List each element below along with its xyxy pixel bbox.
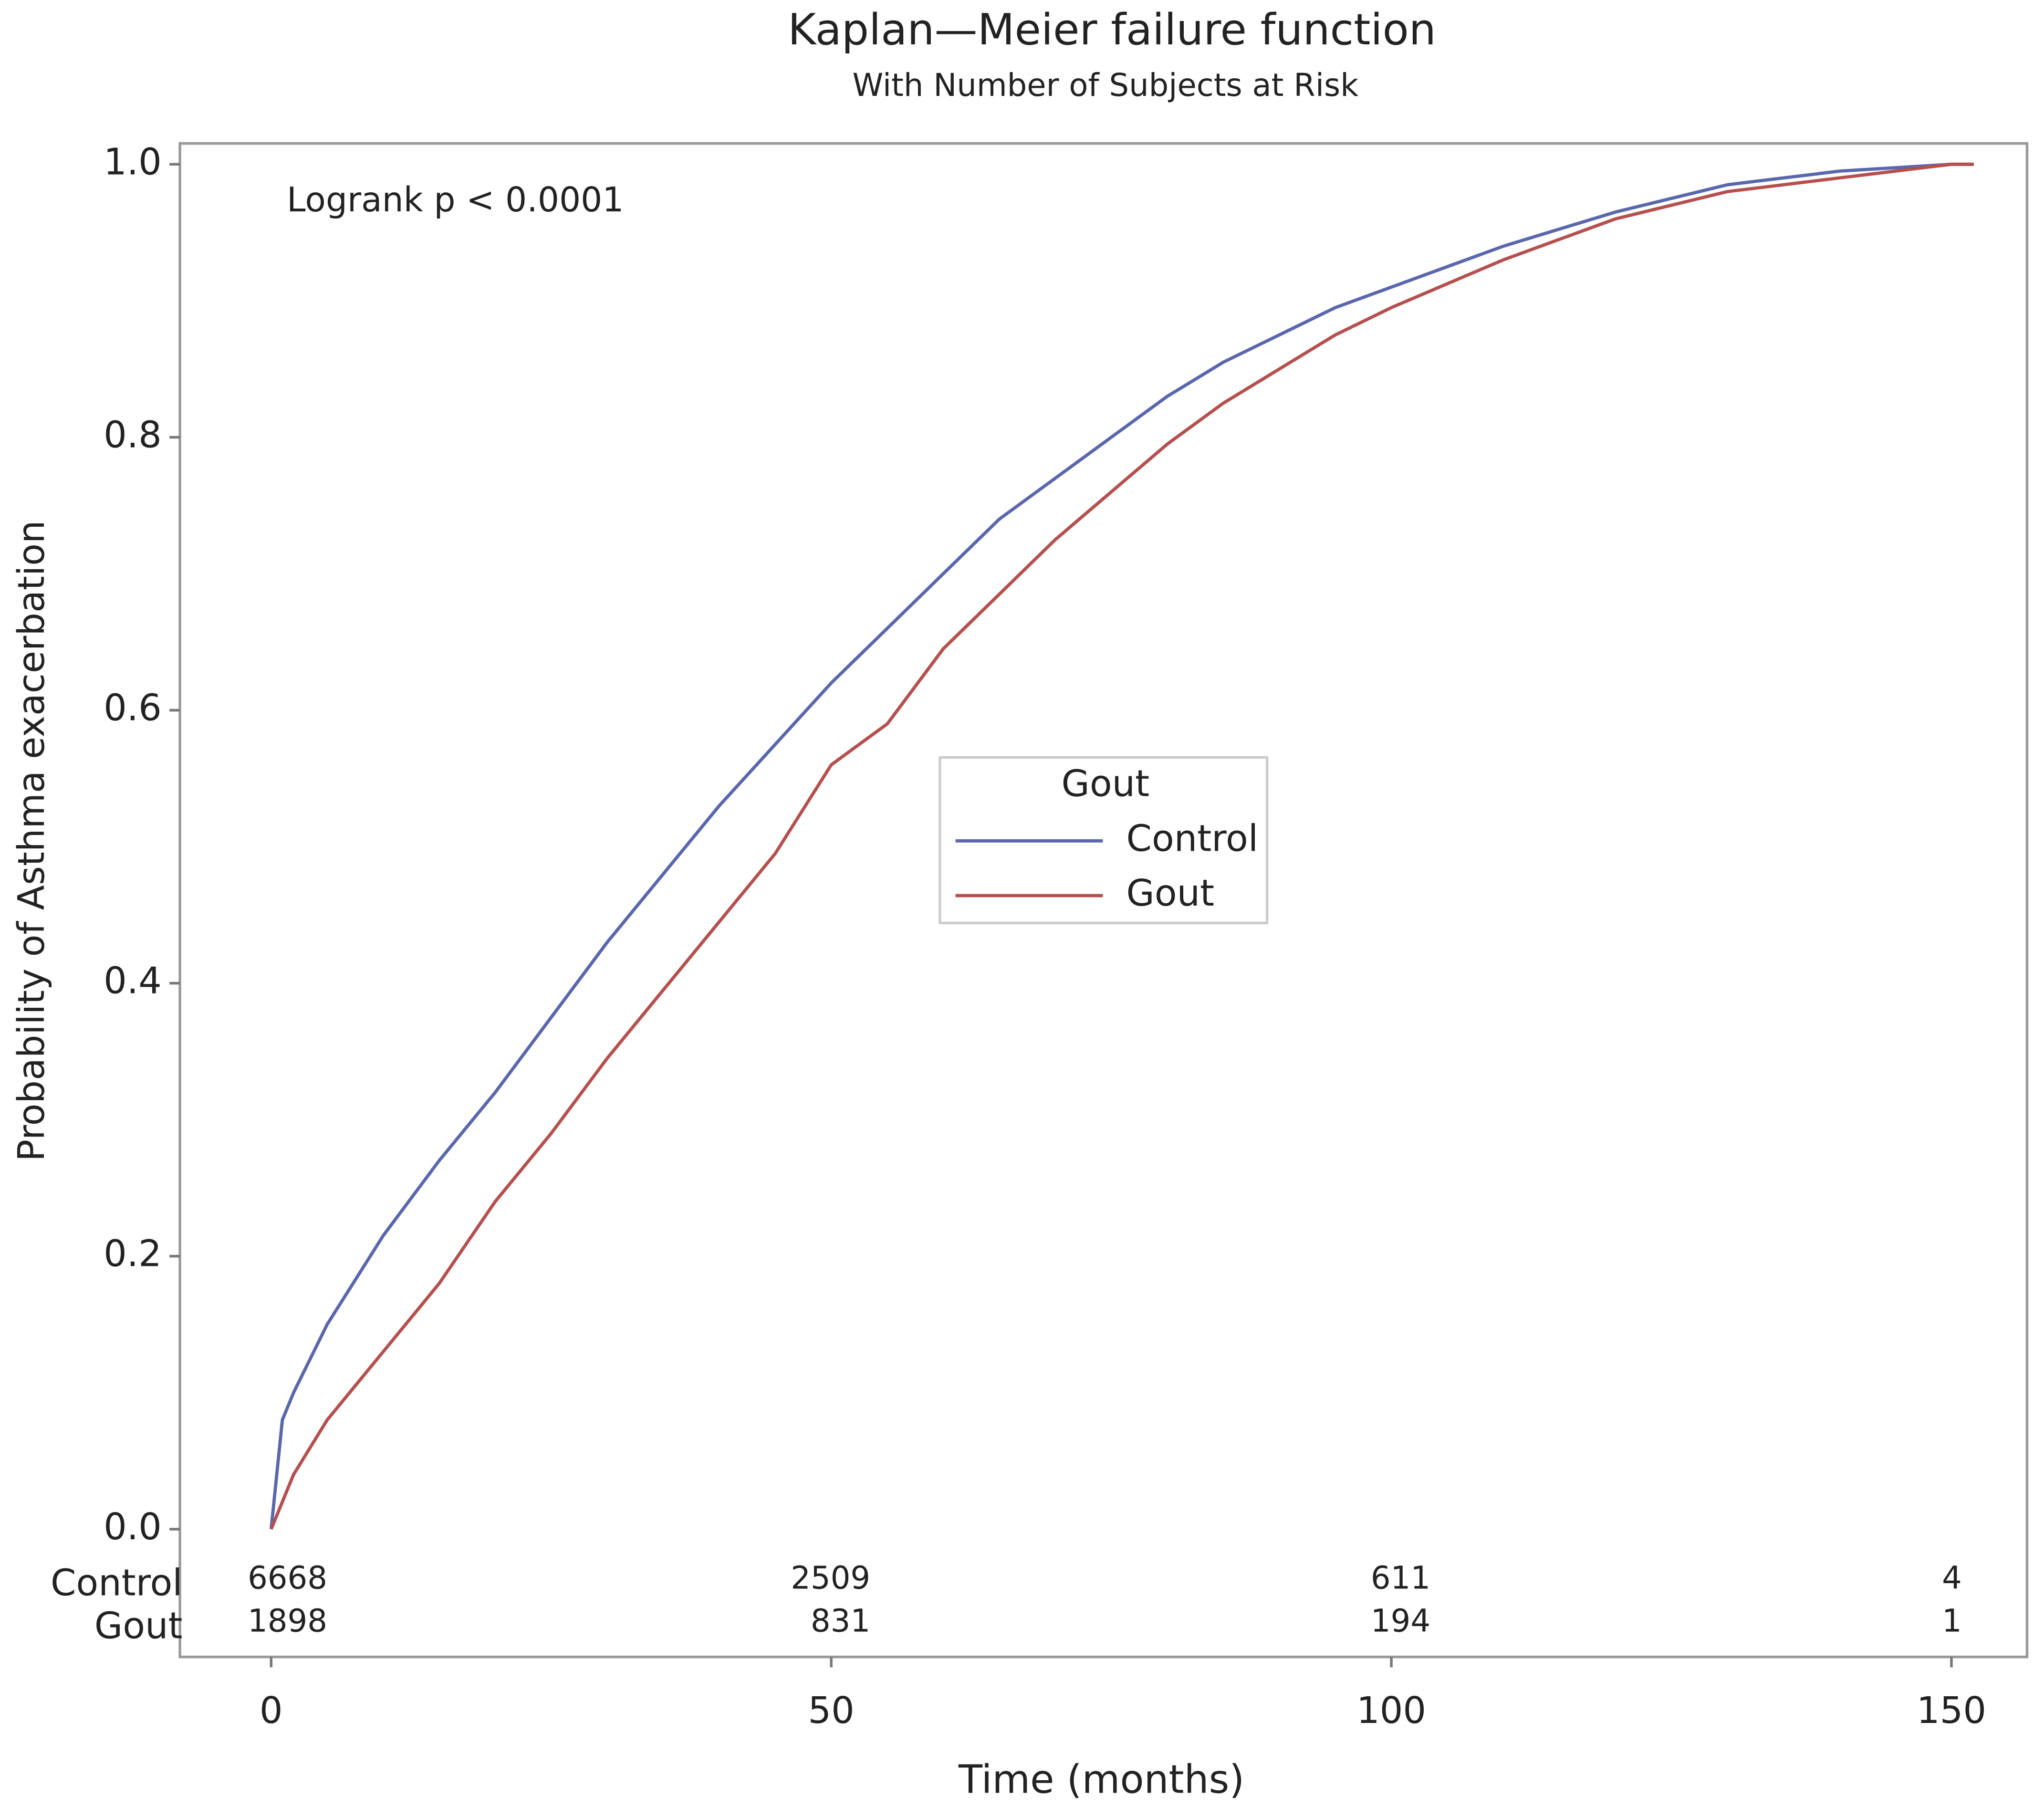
y-tick-label: 1.0: [104, 141, 162, 183]
chart-subtitle: With Number of Subjects at Risk: [853, 67, 1359, 104]
x-axis-label: Time (months): [958, 1757, 1244, 1802]
risk-count: 831: [811, 1603, 870, 1639]
chart-title: Kaplan—Meier failure function: [788, 5, 1436, 55]
risk-row-label: Gout: [94, 1605, 183, 1647]
legend-label: Gout: [1126, 872, 1215, 915]
y-tick-label: 0.0: [104, 1506, 162, 1548]
risk-count: 611: [1371, 1560, 1430, 1596]
y-tick-label: 0.6: [104, 687, 162, 730]
legend-label: Control: [1126, 817, 1259, 860]
x-tick-label: 150: [1917, 1690, 1986, 1732]
x-tick-label: 100: [1356, 1690, 1426, 1732]
survival-curve: [269, 162, 1974, 1530]
risk-count: 1898: [248, 1603, 327, 1639]
legend-title: Gout: [1062, 763, 1150, 805]
risk-count: 4: [1942, 1560, 1962, 1596]
risk-count: 2509: [791, 1560, 870, 1596]
risk-count: 6668: [248, 1560, 327, 1596]
risk-row-label: Control: [51, 1562, 183, 1604]
y-tick-label: 0.2: [104, 1233, 162, 1275]
y-tick-label: 0.8: [104, 414, 162, 456]
plot-frame: [178, 142, 2029, 1659]
annotation: Logrank p < 0.0001: [287, 180, 624, 219]
y-axis-label: Probability of Asthma exacerbation: [10, 521, 53, 1162]
risk-count: 1: [1942, 1603, 1962, 1639]
risk-count: 194: [1371, 1603, 1430, 1639]
x-tick-label: 0: [260, 1690, 283, 1732]
survival-curve: [270, 162, 1974, 1530]
x-tick-label: 50: [808, 1690, 855, 1732]
y-tick-label: 0.4: [104, 960, 162, 1002]
